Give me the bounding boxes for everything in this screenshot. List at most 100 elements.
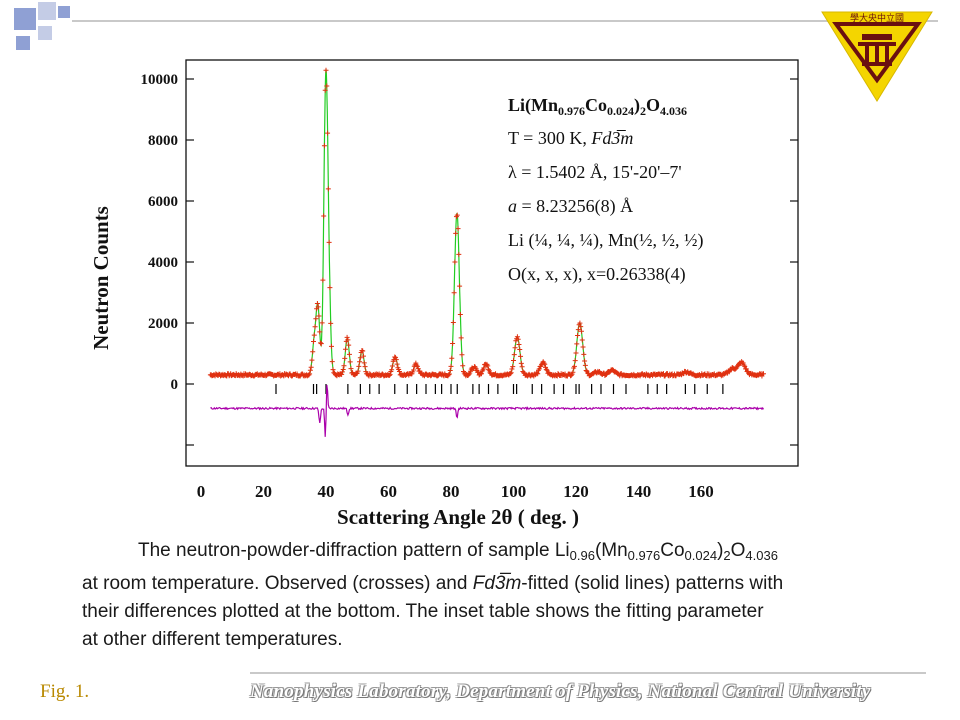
observed-point xyxy=(447,367,453,373)
observed-point xyxy=(387,372,393,378)
observed-point xyxy=(458,335,464,341)
x-tick-label: 120 xyxy=(563,482,589,501)
observed-point xyxy=(321,143,327,149)
formula-part-f: 2 xyxy=(640,104,646,118)
observed-point xyxy=(518,353,524,359)
observed-point xyxy=(346,342,352,348)
formula-part-c: Co xyxy=(585,95,607,115)
formula-part-e: ) xyxy=(634,95,640,116)
observed-point xyxy=(453,230,459,236)
observed-point xyxy=(575,327,581,333)
observed-point xyxy=(457,283,463,289)
observed-point xyxy=(509,366,515,372)
y-tick-label: 8000 xyxy=(148,133,178,149)
observed-point xyxy=(312,324,318,330)
caption-line-2a: at room temperature. Observed (crosses) … xyxy=(82,573,473,594)
observed-point xyxy=(577,320,583,326)
observed-point xyxy=(455,226,461,232)
observed-point xyxy=(583,367,589,373)
observed-point xyxy=(452,259,458,265)
observed-point xyxy=(534,370,540,376)
corner-square-1 xyxy=(14,8,36,30)
caption-sub-3: 0.024 xyxy=(684,548,718,563)
lattice-symbol: a xyxy=(508,196,517,216)
observed-point xyxy=(318,341,324,347)
university-seal-logo: 學大央中立國 xyxy=(821,11,933,102)
observed-point xyxy=(454,212,460,218)
observed-point xyxy=(450,319,456,325)
caption-line-2b: -fitted (solid lines) patterns with xyxy=(521,573,784,594)
observed-point xyxy=(507,371,513,377)
observed-point xyxy=(309,357,315,363)
observed-point xyxy=(394,361,400,367)
observed-point xyxy=(340,366,346,372)
observed-point xyxy=(741,362,747,368)
observed-point xyxy=(449,355,455,361)
caption-text-5: O xyxy=(730,540,746,561)
caption-line-2: at room temperature. Observed (crosses) … xyxy=(82,570,922,598)
formula-part-a: Li(Mn xyxy=(508,95,558,116)
observed-point xyxy=(362,364,368,370)
lab-footer: Nanophysics Laboratory, Department of Ph… xyxy=(250,681,871,702)
plot-frame xyxy=(185,59,799,467)
observed-point xyxy=(355,368,361,374)
observed-point xyxy=(392,354,398,360)
observed-point xyxy=(341,363,347,369)
observed-point xyxy=(357,355,363,361)
observed-point xyxy=(582,362,588,368)
observed-point xyxy=(571,363,577,369)
x-tick-label: 140 xyxy=(626,482,652,501)
observed-point xyxy=(573,350,579,356)
figure-caption: The neutron-powder-diffraction pattern o… xyxy=(82,537,922,654)
observed-point xyxy=(446,372,452,378)
observed-point xyxy=(456,251,462,257)
y-tick-label: 10000 xyxy=(141,72,179,88)
formula-part-b: 0.976 xyxy=(558,104,585,118)
observed-point xyxy=(315,304,321,310)
observed-point xyxy=(308,364,314,370)
figure-label: Fig. 1. xyxy=(40,681,90,702)
caption-line-3: their differences plotted at the bottom.… xyxy=(82,601,764,622)
observed-point xyxy=(344,334,350,340)
y-axis-label: Neutron Counts xyxy=(89,206,113,350)
observed-point xyxy=(517,346,523,352)
caption-line-1: The neutron-powder-diffraction pattern o… xyxy=(82,537,922,570)
observed-point xyxy=(393,357,399,363)
observed-point xyxy=(459,352,465,358)
caption-sub-1: 0.96 xyxy=(569,548,595,563)
x-tick-label: 100 xyxy=(501,482,527,501)
observed-point xyxy=(578,328,584,334)
observed-point xyxy=(313,316,319,322)
corner-square-4 xyxy=(16,36,30,50)
observed-point xyxy=(311,339,316,345)
lattice-annotation: a = 8.23256(8) Å xyxy=(508,196,633,217)
observed-point xyxy=(329,359,335,365)
observed-point xyxy=(518,360,524,366)
observed-point xyxy=(310,349,316,355)
observed-point xyxy=(342,355,348,361)
y-tick-label: 4000 xyxy=(148,255,178,271)
observed-point xyxy=(324,83,330,89)
observed-point xyxy=(448,363,454,369)
observed-point xyxy=(542,361,548,367)
observed-point xyxy=(343,346,349,352)
caption-text-2: (Mn xyxy=(594,540,628,561)
li-mn-position-annotation: Li (¼, ¼, ¼), Mn(½, ½, ½) xyxy=(508,230,703,251)
observed-point xyxy=(346,351,352,357)
observed-point xyxy=(357,359,363,365)
formula-part-g: O xyxy=(646,95,660,115)
observed-point xyxy=(307,367,313,373)
observed-point xyxy=(323,67,329,73)
x-tick-label: 80 xyxy=(443,482,460,501)
observed-point xyxy=(536,366,542,372)
oxygen-position-annotation: O(x, x, x), x=0.26338(4) xyxy=(508,264,686,285)
formula-part-d: 0.024 xyxy=(607,104,634,118)
observed-point xyxy=(511,357,516,363)
temperature-annotation: T = 300 K, Fd3̅m xyxy=(508,128,633,148)
observed-point xyxy=(514,334,520,340)
x-tick-label: 60 xyxy=(380,482,397,501)
space-group-text: Fd3̅m xyxy=(590,128,633,148)
caption-sub-4: 2 xyxy=(723,548,731,563)
observed-point xyxy=(450,341,456,347)
formula-annotation: Li(Mn0.976Co0.024)2O4.036 xyxy=(508,95,687,118)
